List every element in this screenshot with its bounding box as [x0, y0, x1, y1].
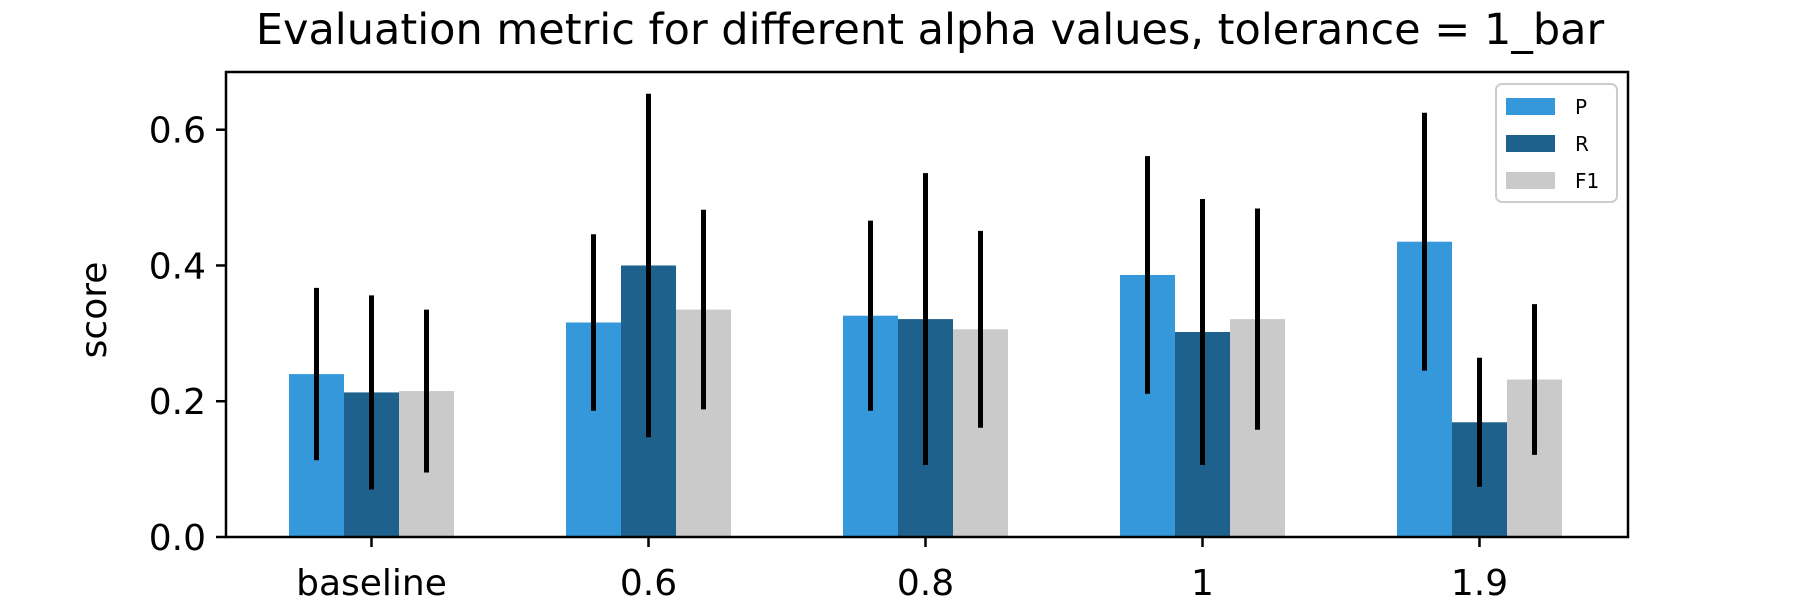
legend: PR F1	[1495, 83, 1618, 203]
y-axis-label: score	[74, 262, 115, 359]
legend-swatch-f1	[1506, 172, 1555, 189]
x-tick-label: baseline	[296, 563, 447, 600]
chart-title: Evaluation metric for different alpha va…	[256, 5, 1605, 55]
legend-swatch-r	[1506, 135, 1555, 152]
legend-label-p: P	[1575, 95, 1587, 119]
y-tick-label: 0.0	[149, 518, 206, 559]
x-tick-label: 1	[1191, 563, 1214, 600]
legend-label-r: R	[1575, 132, 1589, 156]
x-tick-label: 1.9	[1451, 563, 1508, 600]
x-tick-label: 0.6	[620, 563, 677, 600]
legend-label-f1: F1	[1575, 169, 1599, 193]
y-tick-label: 0.6	[149, 111, 206, 152]
y-tick-label: 0.2	[149, 382, 206, 423]
plot-area: 0.0 0.2 0.4 0.6 baseline 0.6 0.8 1 1.9	[149, 70, 1630, 600]
legend-swatch-p	[1506, 98, 1555, 115]
axes-frame	[224, 70, 1630, 539]
y-tick-label: 0.4	[149, 246, 206, 287]
x-tick-label: 0.8	[897, 563, 954, 600]
